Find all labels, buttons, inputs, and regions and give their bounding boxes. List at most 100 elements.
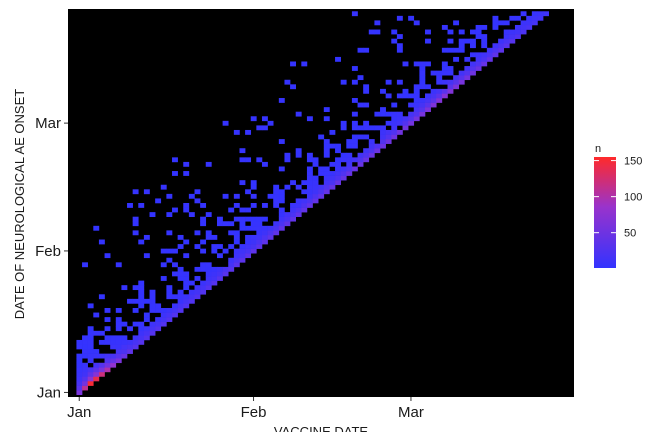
legend-tick-label: 50 xyxy=(624,228,636,240)
heatmap-cell xyxy=(200,203,207,208)
heatmap-cell xyxy=(537,11,544,17)
heatmap-cell xyxy=(149,321,156,327)
heatmap-cell xyxy=(82,376,88,382)
heatmap-cell xyxy=(127,326,133,332)
heatmap-cell xyxy=(216,253,223,259)
heatmap-cell xyxy=(351,166,358,172)
heatmap-cell xyxy=(301,203,308,208)
heatmap-cell xyxy=(509,29,516,35)
heatmap-cell xyxy=(82,344,88,350)
heatmap-cell xyxy=(419,98,426,103)
heatmap-cell xyxy=(340,152,347,158)
heatmap-cell xyxy=(318,189,325,195)
heatmap-cell xyxy=(363,157,370,163)
heatmap-cell xyxy=(200,266,207,272)
heatmap-cell xyxy=(183,271,190,277)
heatmap-cell xyxy=(284,184,291,190)
heatmap-cell xyxy=(278,212,285,217)
heatmap-cell xyxy=(172,207,178,213)
heatmap-cell xyxy=(104,317,111,322)
heatmap-cell xyxy=(351,11,358,17)
heatmap-cell xyxy=(363,152,370,158)
heatmap-cell xyxy=(413,107,420,113)
heatmap-cell xyxy=(335,148,341,154)
heatmap-cell xyxy=(509,34,516,39)
heatmap-cell xyxy=(526,20,533,26)
heatmap-cell xyxy=(166,212,173,217)
heatmap-cell xyxy=(250,180,257,186)
heatmap-cell xyxy=(261,116,268,122)
heatmap-cell xyxy=(194,266,201,272)
heatmap-cell xyxy=(396,43,403,49)
heatmap-cell xyxy=(104,335,111,341)
heatmap-cell xyxy=(239,248,246,254)
heatmap-cell xyxy=(419,75,426,81)
heatmap-cell xyxy=(436,88,443,94)
heatmap-cell xyxy=(138,289,145,295)
heatmap-cell xyxy=(498,38,505,44)
heatmap-cell xyxy=(104,367,111,373)
heatmap-cell xyxy=(357,125,364,131)
heatmap-cell xyxy=(453,47,460,53)
heatmap-cell xyxy=(132,339,139,345)
heatmap-cell xyxy=(138,285,145,291)
heatmap-cell xyxy=(200,221,207,227)
heatmap-cell xyxy=(492,47,499,53)
heatmap-cell xyxy=(520,29,527,35)
heatmap-cell xyxy=(143,317,150,322)
heatmap-cell xyxy=(267,234,274,240)
heatmap-cell xyxy=(531,11,538,17)
heatmap-cell xyxy=(98,353,105,359)
heatmap-cell xyxy=(82,349,88,354)
heatmap-cell xyxy=(104,326,111,332)
heatmap-cell xyxy=(340,79,347,85)
heatmap-cell xyxy=(115,307,122,313)
heatmap-cell xyxy=(329,161,336,167)
heatmap-cell xyxy=(155,303,162,309)
heatmap-cell xyxy=(396,15,403,21)
heatmap-cell xyxy=(239,257,246,263)
heatmap-cell xyxy=(329,143,336,149)
heatmap-cell xyxy=(425,38,431,44)
heatmap-cell xyxy=(132,216,139,222)
heatmap-cell xyxy=(239,148,246,154)
heatmap-cell xyxy=(143,312,150,318)
x-axis-title: VACCINE DATE xyxy=(274,424,368,432)
x-tick-label: Mar xyxy=(398,404,424,421)
heatmap-cell xyxy=(284,157,291,163)
heatmap-cell xyxy=(458,75,465,81)
heatmap-cell xyxy=(357,134,364,140)
heatmap-cell xyxy=(228,207,235,213)
heatmap-cell xyxy=(233,262,240,268)
x-tick-label: Feb xyxy=(241,404,267,421)
x-axis: Jan Feb Mar xyxy=(67,397,424,421)
heatmap-cell xyxy=(194,189,201,195)
heatmap-cell xyxy=(430,98,437,103)
heatmap-cell xyxy=(273,221,280,227)
heatmap-cell xyxy=(306,175,313,181)
heatmap-cell xyxy=(335,161,341,167)
heatmap-cell xyxy=(239,221,246,227)
heatmap-cell xyxy=(306,189,313,195)
heatmap-cell xyxy=(177,289,184,295)
heatmap-cell xyxy=(469,29,476,35)
heatmap-cell xyxy=(245,239,252,245)
heatmap-cell xyxy=(408,102,415,108)
heatmap-cell xyxy=(368,139,375,144)
heatmap-cell xyxy=(261,161,268,167)
heatmap-cell xyxy=(216,216,223,222)
heatmap-cell xyxy=(413,102,420,108)
heatmap-cell xyxy=(430,102,437,108)
heatmap-cell xyxy=(76,385,83,391)
heatmap-cell xyxy=(155,307,162,313)
heatmap-cell xyxy=(132,221,139,227)
heatmap-cell xyxy=(425,102,431,108)
heatmap-cell xyxy=(273,193,280,199)
heatmap-cell xyxy=(408,116,415,122)
heatmap-cell xyxy=(172,271,178,277)
heatmap-cell xyxy=(149,294,156,300)
heatmap-cell xyxy=(368,143,375,149)
heatmap-cell xyxy=(295,207,302,213)
heatmap-cell xyxy=(312,161,319,167)
heatmap-cell xyxy=(464,56,471,62)
